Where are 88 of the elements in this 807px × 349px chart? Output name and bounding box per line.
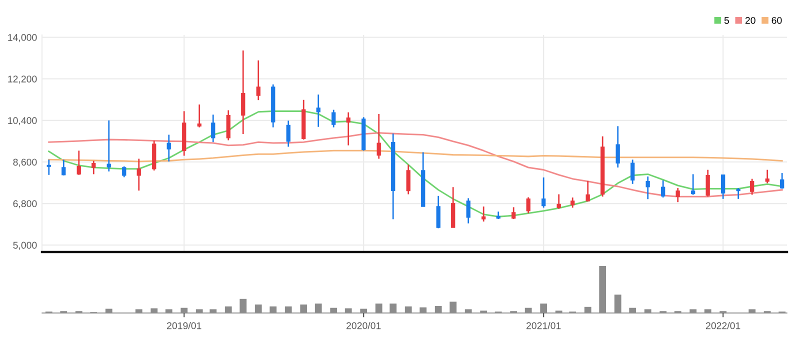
bar xyxy=(270,306,277,313)
bar xyxy=(540,304,548,313)
candlestick xyxy=(482,206,486,222)
line-series xyxy=(48,110,783,218)
y-tick-label: 12,200 xyxy=(8,76,37,84)
candlestick xyxy=(721,174,726,200)
bar xyxy=(150,308,158,313)
bar xyxy=(450,302,457,313)
bar xyxy=(105,308,112,313)
bar xyxy=(599,266,606,313)
candlestick xyxy=(512,206,516,220)
candlestick xyxy=(122,166,126,178)
candlestick xyxy=(570,196,575,208)
bar xyxy=(210,309,217,313)
bar xyxy=(748,309,756,313)
bar xyxy=(434,306,442,313)
candlestick xyxy=(542,176,546,208)
y-tick-label: 10,400 xyxy=(8,117,37,126)
candlestick xyxy=(661,180,666,198)
x-tick-label: 2021/01 xyxy=(526,322,561,330)
bar xyxy=(240,298,247,313)
legend-label: 60 xyxy=(772,16,782,24)
candlestick xyxy=(556,194,561,210)
y-tick-label: 6,800 xyxy=(13,200,37,208)
y-tick-label: 5,000 xyxy=(13,242,37,250)
candlestick xyxy=(332,109,336,128)
candlestick xyxy=(46,158,51,176)
candlestick xyxy=(241,50,246,135)
candlestick xyxy=(750,178,754,196)
candlestick xyxy=(376,113,381,160)
candlestick xyxy=(630,158,635,185)
candlestick xyxy=(646,176,650,200)
bar xyxy=(524,308,532,313)
y-tick-label: 14,000 xyxy=(8,34,37,42)
candlestick xyxy=(286,120,290,148)
bar xyxy=(135,309,142,313)
x-tick-label: 2019/01 xyxy=(167,322,202,330)
bar xyxy=(165,309,172,313)
candlestick xyxy=(676,187,680,203)
bar xyxy=(375,304,382,313)
bar xyxy=(196,309,203,313)
candlestick xyxy=(406,164,410,195)
candlestick xyxy=(586,180,590,202)
x-tick-label: 2022/01 xyxy=(706,322,740,330)
bar xyxy=(420,307,427,313)
candlestick xyxy=(736,187,740,200)
candlestick xyxy=(136,158,141,192)
candlestick xyxy=(166,134,171,162)
candlestick xyxy=(106,120,111,172)
candlestick xyxy=(691,174,696,196)
candlestick xyxy=(616,125,620,168)
x-tick-label: 2020/01 xyxy=(346,322,381,330)
bar xyxy=(300,304,308,313)
candlestick xyxy=(436,195,440,229)
candlestick xyxy=(76,150,81,176)
bar xyxy=(314,304,322,313)
bar xyxy=(180,308,188,313)
bar xyxy=(284,306,292,313)
bar xyxy=(704,309,712,313)
y-tick-label: 8,600 xyxy=(13,158,37,167)
bar xyxy=(330,308,338,313)
candlestick xyxy=(706,169,710,198)
bar xyxy=(629,308,636,313)
bar xyxy=(404,306,412,313)
candlestick xyxy=(526,196,530,214)
bar xyxy=(644,309,652,313)
candlestick xyxy=(92,160,96,175)
candlestick xyxy=(316,94,320,128)
candlestick xyxy=(62,158,66,176)
bar xyxy=(254,304,262,313)
bar xyxy=(224,306,232,313)
candlestick xyxy=(466,198,470,224)
legend-label: 20 xyxy=(745,16,756,24)
candlestick xyxy=(226,110,230,141)
bar xyxy=(360,308,368,313)
candlestick xyxy=(256,60,260,101)
candlestick xyxy=(765,169,770,184)
bar xyxy=(344,308,352,313)
bar xyxy=(464,309,472,313)
bar xyxy=(390,304,397,313)
candlestick xyxy=(211,114,216,143)
bar xyxy=(584,306,592,313)
bar xyxy=(690,309,697,313)
candlestick xyxy=(346,112,350,146)
candlestick xyxy=(197,104,202,128)
bar xyxy=(614,294,622,313)
candlestick xyxy=(780,172,784,190)
legend-label: 5 xyxy=(724,17,729,24)
